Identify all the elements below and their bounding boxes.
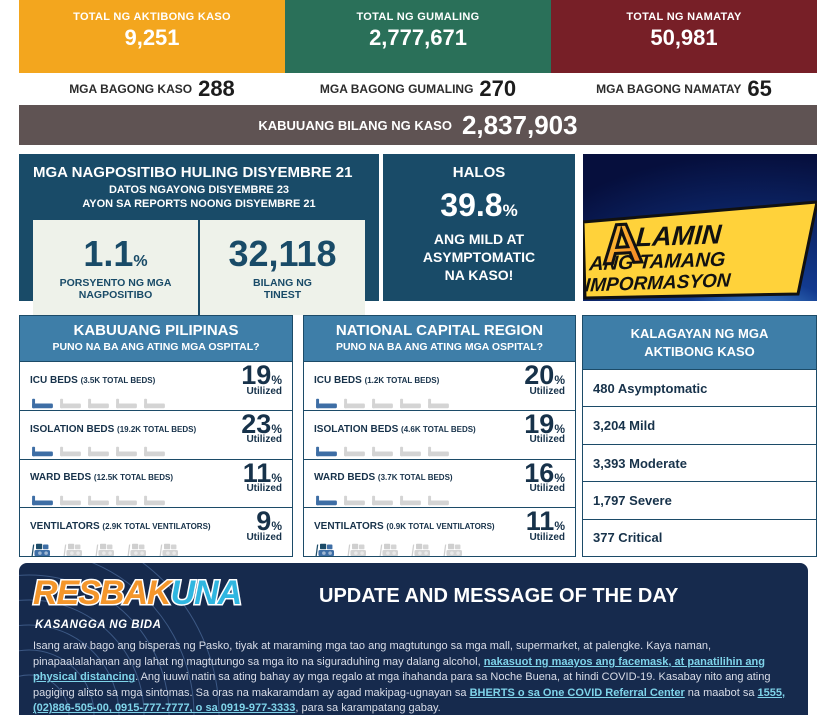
svg-text:A: A xyxy=(600,211,644,276)
svg-text:LAMIN: LAMIN xyxy=(635,218,723,252)
